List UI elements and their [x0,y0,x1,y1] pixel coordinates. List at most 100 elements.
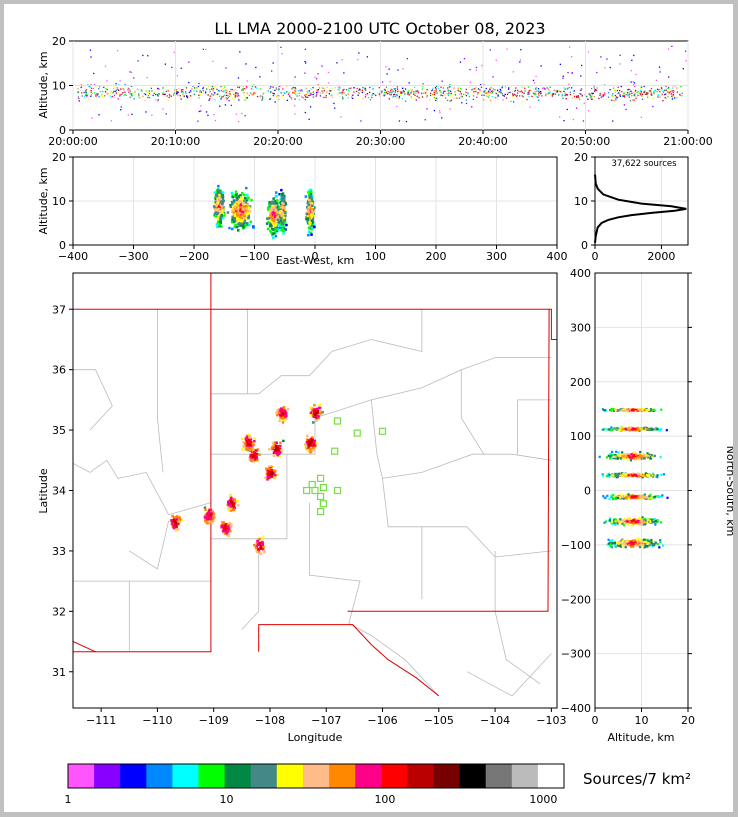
source-point [147,55,149,57]
density-cell [270,227,274,230]
source-point [262,96,264,99]
source-point [611,99,613,101]
source-point [527,86,530,88]
station-marker [333,486,342,495]
density-cell [621,451,624,454]
source-point [556,91,558,93]
density-cell [646,454,649,458]
source-point [93,92,96,94]
density-cell [635,540,638,543]
y-tick-label: 31 [52,666,66,679]
source-point [548,90,550,92]
source-point [227,96,229,99]
source-point [594,90,596,92]
source-point [115,89,117,91]
source-point [331,88,333,90]
density-cell [638,456,641,459]
density-cell [235,196,239,199]
source-point [390,94,392,96]
density-cell [180,519,183,522]
source-point [373,93,376,95]
density-cell [212,519,215,523]
source-point [278,89,280,92]
x-tick-label: −103 [536,714,566,727]
source-point [85,90,87,92]
density-cell [243,214,246,218]
colorbar-tick-label: 100 [374,793,395,806]
density-cell [622,427,626,430]
source-point [304,94,306,96]
source-point [658,89,660,91]
source-point [357,89,360,91]
source-point [617,86,619,88]
source-point [179,95,181,97]
source-point [570,87,573,89]
source-point [580,93,582,95]
density-cell [278,450,281,454]
density-cell [625,427,628,431]
density-cell [603,521,606,524]
source-point [84,91,86,94]
source-point [446,99,449,101]
source-point [365,89,367,91]
density-cell [307,233,310,237]
source-point [196,90,198,92]
source-point [272,62,274,64]
density-cell [250,447,253,450]
source-point [499,88,501,91]
source-point [209,95,211,97]
source-point [243,94,246,97]
density-cell [272,212,276,215]
source-point [245,85,248,88]
density-cell [627,493,630,496]
source-point [162,93,164,95]
density-cell [284,415,287,418]
density-cell [255,452,259,456]
density-cell [271,441,275,445]
station-marker [317,474,325,482]
source-point [131,94,133,96]
source-point [619,90,621,92]
source-point [289,95,291,97]
density-cell [271,232,275,235]
source-point [495,59,497,61]
source-point [516,94,518,97]
density-cell [236,219,240,222]
county-line [314,357,552,419]
density-cell [270,472,273,476]
density-cell [312,441,316,444]
source-point [118,89,120,91]
source-point [440,91,442,94]
source-point [94,84,96,86]
state-border-line [73,308,557,340]
source-point [144,99,146,101]
source-point [519,59,522,61]
density-cell [238,218,242,221]
source-point [294,98,296,100]
source-point [609,89,611,91]
source-point [269,97,272,100]
density-cell [624,517,627,521]
density-cell [237,222,241,226]
density-cell [654,409,657,412]
density-cell [275,203,279,207]
density-cell [613,518,616,521]
source-point [270,91,272,93]
source-point [490,87,492,89]
density-cell [221,212,225,215]
source-point [665,88,667,90]
density-cell [218,224,221,228]
density-cell [611,541,614,545]
density-cell [236,214,239,217]
source-point [457,87,459,89]
density-cell [204,517,207,521]
source-point [411,89,413,91]
source-point [296,92,298,95]
p5-grid [594,272,689,709]
source-point [351,97,354,99]
source-point [256,87,258,89]
colorbar-swatch [459,764,487,788]
density-cell [628,520,631,523]
source-point [480,91,482,93]
